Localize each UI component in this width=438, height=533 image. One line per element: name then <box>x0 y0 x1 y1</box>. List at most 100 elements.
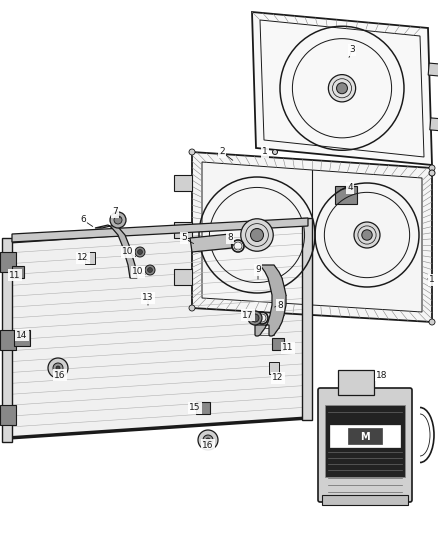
Bar <box>338 370 374 395</box>
Polygon shape <box>328 237 356 264</box>
Circle shape <box>241 219 273 251</box>
Polygon shape <box>367 195 387 224</box>
Polygon shape <box>8 222 308 438</box>
Polygon shape <box>95 225 137 278</box>
Text: 4: 4 <box>347 183 353 192</box>
Circle shape <box>148 268 152 272</box>
Circle shape <box>138 249 142 254</box>
Text: 10: 10 <box>122 247 134 256</box>
Circle shape <box>272 149 278 155</box>
Text: 17: 17 <box>242 311 254 319</box>
Circle shape <box>251 229 264 241</box>
Polygon shape <box>252 12 432 165</box>
Circle shape <box>328 75 356 102</box>
Text: 14: 14 <box>16 330 28 340</box>
Polygon shape <box>271 235 302 257</box>
Circle shape <box>251 314 259 322</box>
Text: 5: 5 <box>181 233 187 243</box>
Bar <box>174 175 192 191</box>
Polygon shape <box>369 246 396 274</box>
Bar <box>0 330 16 350</box>
Circle shape <box>53 363 63 373</box>
Circle shape <box>354 222 380 248</box>
Circle shape <box>145 265 155 275</box>
Text: 8: 8 <box>227 233 233 243</box>
Text: 16: 16 <box>54 370 66 379</box>
Polygon shape <box>212 213 243 235</box>
Text: 13: 13 <box>142 294 154 303</box>
Text: 9: 9 <box>255 265 261 274</box>
Polygon shape <box>332 41 356 75</box>
Bar <box>0 252 16 272</box>
Text: 11: 11 <box>282 343 294 352</box>
Circle shape <box>206 438 210 442</box>
Polygon shape <box>310 98 337 134</box>
Circle shape <box>248 311 262 325</box>
Text: 6: 6 <box>80 215 86 224</box>
Text: 1: 1 <box>262 148 268 157</box>
Bar <box>196 402 210 414</box>
Polygon shape <box>353 51 386 85</box>
Circle shape <box>135 247 145 257</box>
Bar <box>430 118 438 131</box>
Text: 15: 15 <box>189 403 201 413</box>
Circle shape <box>189 149 195 155</box>
Text: 7: 7 <box>112 207 118 216</box>
Polygon shape <box>192 152 432 322</box>
Text: 12: 12 <box>78 254 88 262</box>
Bar <box>14 330 30 346</box>
Circle shape <box>362 230 372 240</box>
Bar <box>428 63 438 76</box>
Bar <box>348 428 382 444</box>
Polygon shape <box>259 249 289 279</box>
Bar <box>269 362 279 374</box>
Polygon shape <box>339 196 365 224</box>
Polygon shape <box>2 238 12 442</box>
Bar <box>335 186 357 204</box>
Bar <box>0 405 16 425</box>
Circle shape <box>189 305 195 311</box>
Circle shape <box>336 83 347 94</box>
Polygon shape <box>295 85 328 109</box>
Polygon shape <box>190 234 232 252</box>
Polygon shape <box>378 235 407 255</box>
Bar <box>330 425 400 447</box>
Bar <box>272 338 284 350</box>
Polygon shape <box>255 265 286 336</box>
Text: 3: 3 <box>349 45 355 54</box>
Bar <box>12 266 24 278</box>
FancyBboxPatch shape <box>318 388 412 502</box>
Polygon shape <box>378 206 406 233</box>
Text: 10: 10 <box>132 268 144 277</box>
Text: 2: 2 <box>219 148 225 157</box>
Text: 12: 12 <box>272 374 284 383</box>
Polygon shape <box>12 218 308 242</box>
Polygon shape <box>354 88 389 112</box>
Circle shape <box>56 366 60 370</box>
Circle shape <box>203 435 213 445</box>
Text: 1: 1 <box>429 276 435 285</box>
Polygon shape <box>213 237 243 267</box>
Polygon shape <box>326 215 356 235</box>
Bar <box>174 269 192 285</box>
Bar <box>85 252 95 264</box>
Polygon shape <box>271 203 300 233</box>
Circle shape <box>429 170 435 176</box>
Bar <box>325 405 405 477</box>
Circle shape <box>198 430 218 450</box>
Circle shape <box>114 216 122 224</box>
Text: M: M <box>360 432 370 442</box>
Circle shape <box>110 212 126 228</box>
Bar <box>322 495 408 505</box>
Polygon shape <box>342 101 371 135</box>
Polygon shape <box>347 246 367 276</box>
Polygon shape <box>234 249 257 280</box>
Circle shape <box>429 165 435 171</box>
Polygon shape <box>257 190 279 221</box>
Circle shape <box>429 319 435 325</box>
Polygon shape <box>302 218 312 420</box>
Text: 8: 8 <box>277 301 283 310</box>
Polygon shape <box>225 191 255 221</box>
Polygon shape <box>300 50 336 80</box>
Text: 18: 18 <box>376 370 388 379</box>
